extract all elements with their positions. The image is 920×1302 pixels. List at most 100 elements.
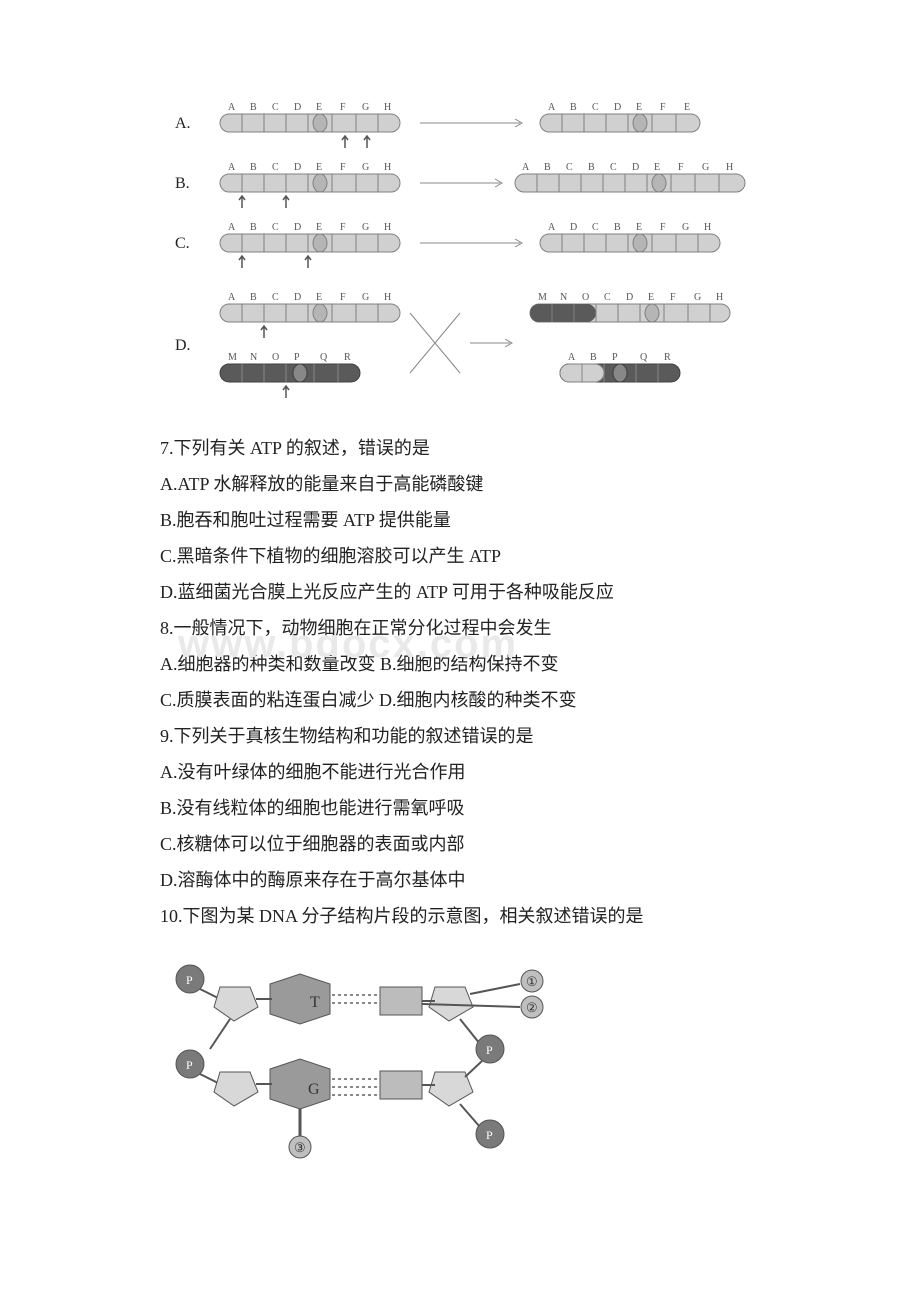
svg-text:G: G bbox=[362, 222, 369, 233]
svg-text:F: F bbox=[660, 102, 666, 113]
svg-text:D: D bbox=[294, 102, 301, 113]
q9-option-c: C.核糖体可以位于细胞器的表面或内部 bbox=[160, 826, 760, 862]
q7-option-c: C.黑暗条件下植物的细胞溶胶可以产生 ATP bbox=[160, 538, 760, 574]
label-one: ① bbox=[526, 974, 538, 989]
svg-text:P: P bbox=[186, 973, 193, 987]
svg-text:C: C bbox=[610, 162, 617, 173]
svg-text:E: E bbox=[648, 292, 654, 303]
svg-text:A: A bbox=[548, 102, 556, 113]
svg-text:P: P bbox=[186, 1058, 193, 1072]
svg-text:R: R bbox=[664, 352, 671, 363]
svg-text:B: B bbox=[250, 162, 257, 173]
svg-text:E: E bbox=[316, 162, 322, 173]
svg-text:F: F bbox=[340, 102, 346, 113]
row-b-right-chrom: AB CB CD EF GH bbox=[515, 162, 745, 192]
svg-text:A: A bbox=[228, 292, 236, 303]
svg-text:D: D bbox=[294, 292, 301, 303]
svg-text:Q: Q bbox=[320, 352, 328, 363]
svg-text:E: E bbox=[636, 102, 642, 113]
svg-text:H: H bbox=[716, 292, 723, 303]
q6-diagram: A. AB CD EF GH bbox=[160, 90, 760, 410]
q8-stem: 8.一般情况下，动物细胞在正常分化过程中会发生 bbox=[160, 610, 760, 646]
row-c-left-chrom: A B C D E F G H bbox=[220, 222, 400, 268]
svg-text:O: O bbox=[272, 352, 279, 363]
svg-text:Q: Q bbox=[640, 352, 648, 363]
row-a-right-chrom: AB CD EF E bbox=[540, 102, 700, 132]
q7-option-d: D.蓝细菌光合膜上光反应产生的 ATP 可用于各种吸能反应 bbox=[160, 574, 760, 610]
svg-text:E: E bbox=[316, 102, 322, 113]
svg-text:P: P bbox=[486, 1128, 493, 1142]
base-t-label: T bbox=[310, 994, 320, 1011]
row-d-bot-left-chrom: M N O P Q R bbox=[220, 352, 360, 398]
svg-text:C: C bbox=[592, 102, 599, 113]
svg-text:P: P bbox=[486, 1043, 493, 1057]
svg-text:C: C bbox=[566, 162, 573, 173]
q8-option-cd: C.质膜表面的粘连蛋白减少 D.细胞内核酸的种类不变 bbox=[160, 682, 760, 718]
dna-svg: P P T G ③ bbox=[160, 949, 580, 1159]
row-c-right-chrom: AD CB EF GH bbox=[540, 222, 720, 252]
base-g-label: G bbox=[308, 1081, 320, 1098]
svg-text:B: B bbox=[614, 222, 621, 233]
svg-text:M: M bbox=[228, 352, 237, 363]
svg-text:F: F bbox=[340, 222, 346, 233]
svg-text:A: A bbox=[548, 222, 556, 233]
svg-text:B: B bbox=[570, 102, 577, 113]
q7-option-a: A.ATP 水解释放的能量来自于高能磷酸键 bbox=[160, 466, 760, 502]
svg-text:C: C bbox=[272, 222, 279, 233]
svg-text:P: P bbox=[612, 352, 618, 363]
svg-text:P: P bbox=[294, 352, 300, 363]
svg-text:M: M bbox=[538, 292, 547, 303]
svg-text:C: C bbox=[272, 162, 279, 173]
svg-text:B: B bbox=[250, 292, 257, 303]
svg-text:D: D bbox=[294, 222, 301, 233]
q9-option-b: B.没有线粒体的细胞也能进行需氧呼吸 bbox=[160, 790, 760, 826]
svg-text:E: E bbox=[684, 102, 690, 113]
svg-text:A: A bbox=[228, 102, 236, 113]
svg-text:N: N bbox=[250, 352, 257, 363]
svg-text:O: O bbox=[582, 292, 589, 303]
svg-text:F: F bbox=[340, 162, 346, 173]
svg-text:E: E bbox=[316, 222, 322, 233]
svg-text:H: H bbox=[726, 162, 733, 173]
q10-stem: 10.下图为某 DNA 分子结构片段的示意图，相关叙述错误的是 bbox=[160, 898, 760, 934]
q9-option-d: D.溶酶体中的酶原来存在于高尔基体中 bbox=[160, 862, 760, 898]
q9-stem: 9.下列关于真核生物结构和功能的叙述错误的是 bbox=[160, 718, 760, 754]
svg-text:F: F bbox=[670, 292, 676, 303]
svg-text:A: A bbox=[522, 162, 530, 173]
svg-text:G: G bbox=[362, 102, 369, 113]
svg-text:H: H bbox=[384, 102, 391, 113]
svg-text:H: H bbox=[704, 222, 711, 233]
svg-text:B: B bbox=[590, 352, 597, 363]
svg-text:D: D bbox=[626, 292, 633, 303]
svg-text:F: F bbox=[340, 292, 346, 303]
svg-text:E: E bbox=[636, 222, 642, 233]
svg-text:A: A bbox=[568, 352, 576, 363]
row-a-left-chrom: AB CD EF GH bbox=[220, 102, 400, 148]
svg-text:E: E bbox=[654, 162, 660, 173]
svg-text:D: D bbox=[294, 162, 301, 173]
svg-text:G: G bbox=[702, 162, 709, 173]
svg-text:A: A bbox=[228, 222, 236, 233]
svg-text:G: G bbox=[362, 162, 369, 173]
q8-option-ab: A.细胞器的种类和数量改变 B.细胞的结构保持不变 bbox=[160, 646, 760, 682]
row-d-label: D. bbox=[175, 337, 191, 354]
svg-text:H: H bbox=[384, 162, 391, 173]
q7-option-b: B.胞吞和胞吐过程需要 ATP 提供能量 bbox=[160, 502, 760, 538]
svg-text:B: B bbox=[250, 222, 257, 233]
svg-text:C: C bbox=[604, 292, 611, 303]
svg-text:G: G bbox=[682, 222, 689, 233]
row-c-label: C. bbox=[175, 235, 190, 252]
row-d-top-left-chrom: AB CD EF GH bbox=[220, 292, 400, 338]
q7-stem: 7.下列有关 ATP 的叙述，错误的是 bbox=[160, 430, 760, 466]
svg-text:G: G bbox=[694, 292, 701, 303]
svg-text:G: G bbox=[362, 292, 369, 303]
svg-text:F: F bbox=[660, 222, 666, 233]
svg-text:R: R bbox=[344, 352, 351, 363]
svg-text:A: A bbox=[228, 162, 236, 173]
row-d-top-right-chrom: MN OC DE FG H bbox=[530, 292, 730, 322]
row-d-bot-right-chrom: AB PQ R bbox=[560, 352, 680, 382]
svg-text:B: B bbox=[588, 162, 595, 173]
q10-dna-diagram: P P T G ③ bbox=[160, 949, 760, 1171]
svg-text:H: H bbox=[384, 222, 391, 233]
chromosome-diagram-svg: A. AB CD EF GH bbox=[160, 90, 760, 410]
